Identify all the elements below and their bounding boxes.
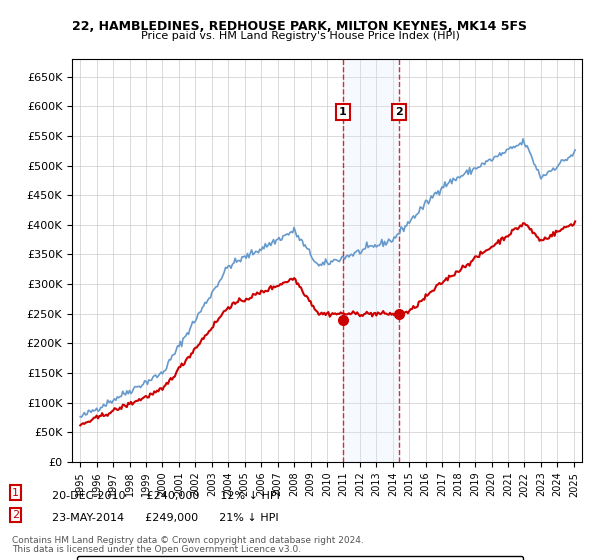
Text: 1: 1 [339,107,347,117]
Text: 22, HAMBLEDINES, REDHOUSE PARK, MILTON KEYNES, MK14 5FS: 22, HAMBLEDINES, REDHOUSE PARK, MILTON K… [73,20,527,32]
Text: 2: 2 [12,510,19,520]
Text: Price paid vs. HM Land Registry's House Price Index (HPI): Price paid vs. HM Land Registry's House … [140,31,460,41]
Bar [343,59,399,462]
Text: 23-MAY-2014      £249,000      21% ↓ HPI: 23-MAY-2014 £249,000 21% ↓ HPI [45,513,278,523]
Text: 20-DEC-2010      £240,000      12% ↓ HPI: 20-DEC-2010 £240,000 12% ↓ HPI [45,491,280,501]
Legend: 22, HAMBLEDINES, REDHOUSE PARK, MILTON KEYNES, MK14 5FS (detached house), HPI: A: 22, HAMBLEDINES, REDHOUSE PARK, MILTON K… [77,556,523,560]
Text: Contains HM Land Registry data © Crown copyright and database right 2024.: Contains HM Land Registry data © Crown c… [12,536,364,545]
Text: This data is licensed under the Open Government Licence v3.0.: This data is licensed under the Open Gov… [12,544,301,554]
Text: 1: 1 [12,488,19,498]
Text: 2: 2 [395,107,403,117]
